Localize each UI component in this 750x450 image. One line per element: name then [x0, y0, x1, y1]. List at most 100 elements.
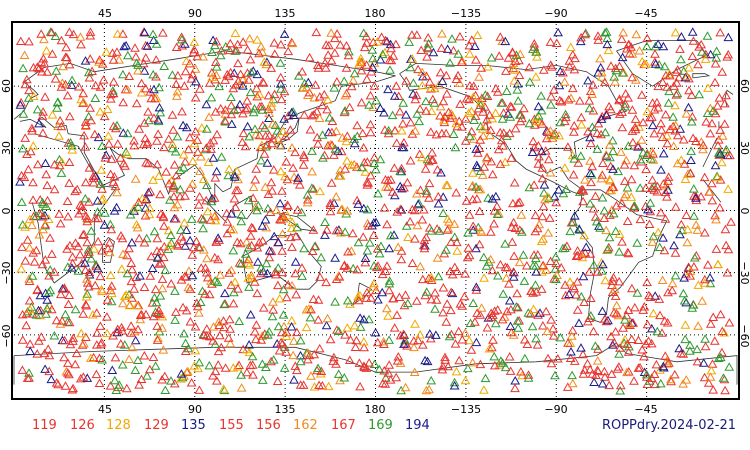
observation-triangle-marker — [101, 150, 112, 159]
observation-triangle-marker — [223, 333, 234, 342]
observation-triangle-marker — [376, 32, 387, 41]
observation-triangle-marker — [236, 370, 246, 379]
observation-triangle-marker — [481, 261, 492, 270]
observation-triangle-marker — [186, 74, 197, 83]
observation-triangle-marker — [335, 375, 345, 385]
observation-triangle-marker — [576, 185, 587, 194]
observation-triangle-marker — [668, 141, 679, 150]
observation-triangle-marker — [686, 116, 697, 126]
observation-triangle-marker — [291, 231, 301, 241]
observation-triangle-marker — [599, 77, 610, 87]
observation-triangle-marker — [483, 61, 493, 71]
observation-triangle-marker — [292, 327, 302, 337]
observation-triangle-marker — [510, 123, 521, 133]
observation-triangle-marker — [662, 130, 672, 140]
observation-triangle-marker — [605, 210, 615, 219]
observation-triangle-marker — [374, 248, 385, 258]
observation-triangle-marker — [664, 70, 675, 80]
observation-triangle-marker — [627, 283, 637, 293]
observation-triangle-marker — [229, 172, 240, 181]
observation-triangle-marker — [572, 305, 583, 314]
observation-triangle-marker — [322, 313, 333, 323]
observation-triangle-marker — [582, 358, 593, 368]
observation-triangle-marker — [661, 356, 672, 365]
observation-triangle-marker — [417, 80, 428, 90]
observation-triangle-marker — [133, 197, 144, 206]
observation-triangle-marker — [502, 262, 513, 272]
observation-triangle-marker — [479, 162, 490, 171]
observation-triangle-marker — [24, 36, 34, 46]
observation-triangle-marker — [604, 232, 615, 242]
observation-triangle-marker — [76, 201, 87, 210]
observation-triangle-marker — [647, 237, 658, 246]
observation-triangle-marker — [722, 267, 733, 277]
observation-triangle-marker — [208, 322, 219, 331]
observation-triangle-marker — [538, 260, 549, 270]
observation-triangle-marker — [531, 72, 541, 81]
observation-triangle-marker — [138, 58, 149, 68]
observation-triangle-marker — [597, 266, 607, 275]
observation-triangle-marker — [703, 378, 714, 387]
observation-triangle-marker — [19, 172, 30, 181]
coastline — [573, 189, 668, 323]
observation-triangle-marker — [678, 134, 689, 144]
observation-triangle-marker — [586, 170, 597, 179]
observation-triangle-marker — [180, 346, 191, 355]
observation-triangle-marker — [395, 204, 406, 214]
observation-triangle-marker — [396, 125, 407, 135]
observation-triangle-marker — [240, 141, 251, 151]
observation-triangle-marker — [446, 237, 456, 246]
observation-triangle-marker — [408, 336, 419, 345]
observation-triangle-marker — [410, 126, 421, 135]
observation-triangle-marker — [614, 349, 624, 358]
observation-triangle-marker — [432, 164, 443, 174]
observation-triangle-marker — [268, 297, 278, 306]
observation-triangle-marker — [27, 123, 37, 133]
observation-triangle-marker — [108, 330, 118, 340]
observation-triangle-marker — [45, 265, 56, 274]
observation-triangle-marker — [250, 174, 261, 184]
observation-triangle-marker — [420, 355, 430, 365]
observation-triangle-marker — [419, 243, 430, 253]
observation-triangle-marker — [150, 284, 161, 294]
observation-triangle-marker — [676, 348, 686, 358]
observation-triangle-marker — [475, 135, 486, 144]
observation-triangle-marker — [382, 219, 392, 229]
observation-triangle-marker — [519, 334, 530, 344]
observation-triangle-marker — [193, 363, 203, 373]
observation-triangle-marker — [151, 297, 162, 307]
observation-triangle-marker — [313, 295, 324, 304]
observation-triangle-marker — [585, 293, 596, 302]
observation-triangle-marker — [229, 68, 240, 77]
observation-triangle-marker — [251, 334, 261, 344]
observation-triangle-marker — [692, 225, 703, 234]
observation-triangle-marker — [36, 29, 47, 38]
observation-triangle-marker — [551, 38, 562, 47]
observation-triangle-marker — [46, 27, 57, 37]
observation-triangle-marker — [442, 299, 453, 308]
observation-triangle-marker — [116, 264, 127, 273]
observation-triangle-marker — [320, 230, 330, 239]
observation-triangle-marker — [104, 139, 114, 148]
observation-triangle-marker — [655, 310, 665, 320]
observation-triangle-marker — [720, 98, 730, 108]
observation-triangle-marker — [143, 107, 153, 116]
observation-triangle-marker — [633, 142, 643, 151]
observation-triangle-marker — [198, 51, 208, 61]
observation-triangle-marker — [608, 164, 618, 173]
observation-triangle-marker — [643, 336, 654, 345]
observation-triangle-marker — [367, 45, 378, 54]
observation-triangle-marker — [455, 299, 466, 308]
observation-triangle-marker — [18, 143, 28, 153]
observation-triangle-marker — [516, 210, 527, 219]
observation-triangle-marker — [349, 138, 360, 148]
observation-triangle-marker — [151, 55, 162, 64]
observation-triangle-marker — [193, 242, 204, 251]
observation-triangle-marker — [68, 333, 79, 342]
observation-triangle-marker — [512, 316, 523, 325]
observation-triangle-marker — [96, 165, 107, 174]
observation-triangle-marker — [404, 37, 415, 46]
observation-triangle-marker — [618, 27, 629, 37]
observation-triangle-marker — [281, 157, 292, 166]
observation-triangle-marker — [172, 86, 183, 96]
